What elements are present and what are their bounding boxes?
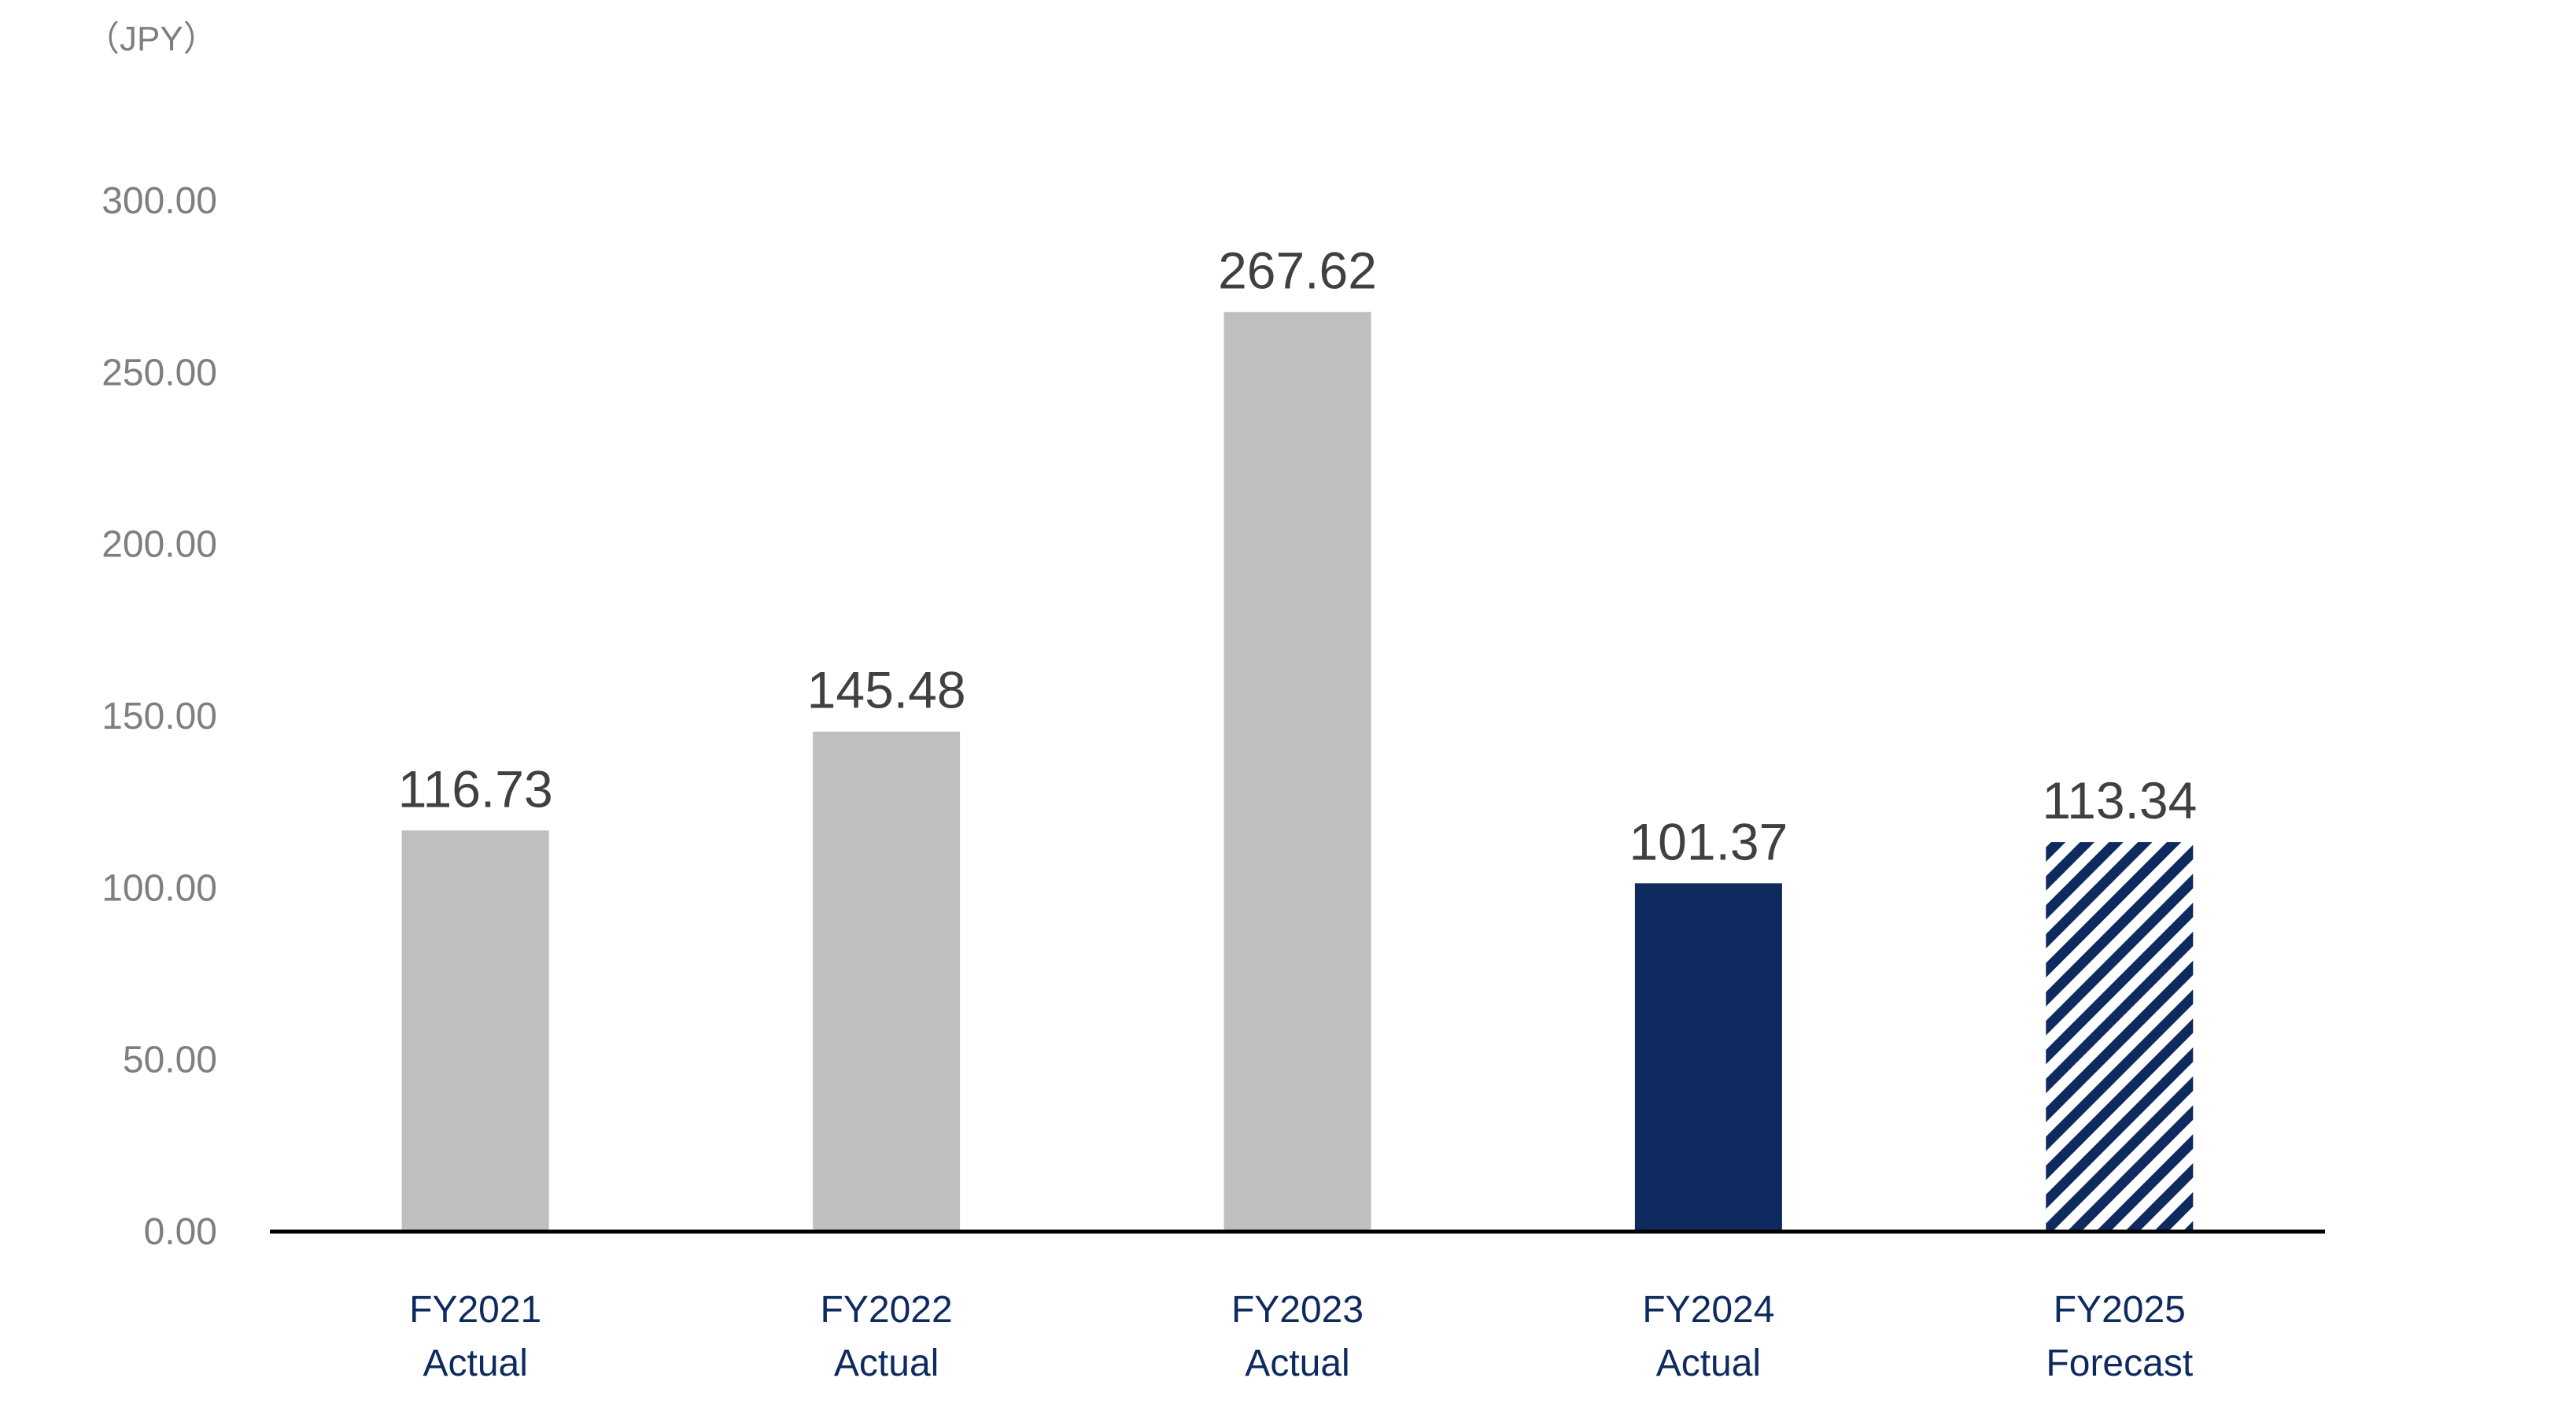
data-label: 145.48 — [807, 661, 966, 719]
y-tick-label: 200.00 — [101, 524, 217, 566]
bars — [401, 312, 2194, 1232]
x-tick-label: Actual — [1245, 1343, 1349, 1384]
bar — [1634, 883, 1782, 1232]
y-tick-label: 150.00 — [101, 696, 217, 737]
y-tick-label: 250.00 — [101, 352, 217, 393]
data-label: 267.62 — [1218, 241, 1377, 299]
y-tick-label: 0.00 — [144, 1211, 217, 1253]
y-tick-label: 100.00 — [101, 867, 217, 909]
x-tick-label: FY2021 — [409, 1289, 541, 1331]
x-tick-label: FY2024 — [1642, 1289, 1774, 1331]
x-tick-label: FY2022 — [821, 1289, 953, 1331]
y-tick-label: 50.00 — [123, 1040, 217, 1081]
y-tick-label: 300.00 — [101, 180, 217, 222]
x-tick-label: Actual — [423, 1343, 527, 1384]
data-labels: 116.73 145.48 267.62 101.37 113.34 — [398, 241, 2198, 870]
x-tick-label: Actual — [1656, 1343, 1761, 1384]
y-axis-ticks: 0.00 50.00 100.00 150.00 200.00 250.00 300.00 — [101, 180, 217, 1253]
bar — [813, 731, 961, 1232]
x-tick-label: FY2023 — [1231, 1289, 1364, 1331]
x-tick-label: Forecast — [2046, 1343, 2193, 1384]
x-tick-label: FY2025 — [2054, 1289, 2186, 1331]
data-label: 116.73 — [398, 759, 553, 818]
bar — [2046, 842, 2194, 1232]
x-tick-label: Actual — [834, 1343, 939, 1384]
x-axis-ticks: FY2021 Actual FY2022 Actual FY2023 Actual FY20… — [409, 1289, 2193, 1384]
bar — [1223, 312, 1371, 1232]
bar — [401, 830, 549, 1232]
y-axis-unit-label: （JPY） — [85, 20, 218, 58]
data-label: 113.34 — [2042, 771, 2197, 829]
data-label: 101.37 — [1629, 812, 1788, 870]
